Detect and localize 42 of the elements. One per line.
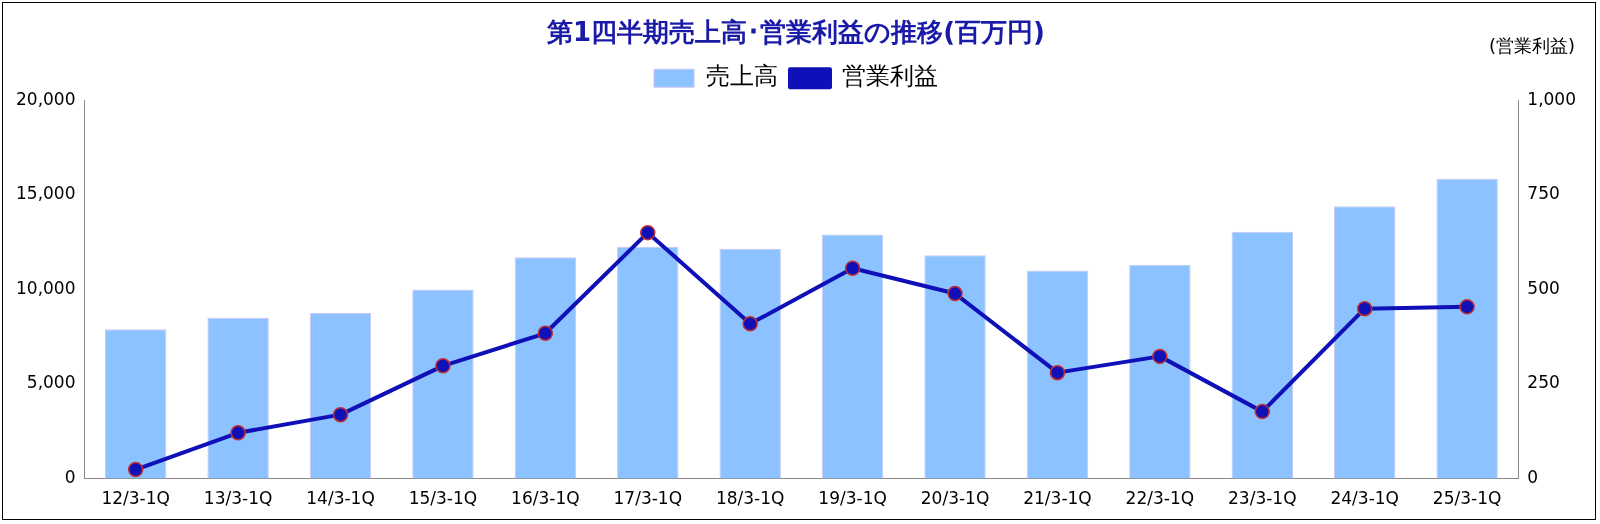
y-tick-label: 10,000: [16, 277, 76, 298]
x-tick-label: 22/3-1Q: [1125, 488, 1195, 509]
point: [1254, 403, 1271, 420]
chart-title: 第1四半期売上高･営業利益の推移(百万円): [546, 17, 1045, 48]
x-tick-label: 14/3-1Q: [306, 488, 375, 509]
point: [742, 316, 758, 332]
y2-tick-label: 500: [1527, 277, 1560, 298]
point: [435, 358, 451, 374]
point: [1152, 348, 1168, 365]
legend-label: 営業利益: [842, 62, 938, 91]
point: [332, 406, 349, 423]
y-tick-label: 5,000: [26, 372, 76, 393]
x-tick-label: 19/3-1Q: [818, 488, 887, 509]
x-tick-label: 17/3-1Q: [613, 488, 683, 509]
point: [230, 425, 246, 441]
y2-axis-title: (営業利益): [1488, 34, 1575, 56]
x-tick-label: 20/3-1Q: [920, 488, 990, 509]
point: [1049, 364, 1066, 381]
point: [537, 325, 554, 342]
point: [127, 461, 144, 478]
y2-tick-label: 0: [1527, 467, 1539, 488]
x-tick-label: 25/3-1Q: [1432, 488, 1502, 509]
point: [1459, 299, 1475, 315]
legend-label: 売上高: [706, 62, 778, 91]
x-tick-label: 12/3-1Q: [101, 488, 170, 509]
x-tick-label: 16/3-1Q: [511, 488, 580, 509]
y-tick-label: 0: [64, 467, 76, 488]
x-tick-label: 13/3-1Q: [203, 488, 273, 509]
y2-tick-label: 750: [1527, 183, 1560, 204]
y2-tick-label: 1,000: [1527, 88, 1576, 109]
point: [844, 260, 861, 276]
x-tick-label: 18/3-1Q: [715, 488, 785, 509]
y-tick-label: 20,000: [16, 88, 76, 109]
x-tick-label: 24/3-1Q: [1330, 488, 1399, 509]
x-tick-label: 15/3-1Q: [408, 488, 478, 509]
y-tick-label: 15,000: [16, 183, 76, 204]
x-tick-label: 21/3-1Q: [1023, 488, 1092, 509]
x-tick-label: 23/3-1Q: [1228, 488, 1297, 509]
point: [1356, 300, 1373, 317]
y2-tick-label: 250: [1527, 372, 1560, 393]
point: [640, 224, 656, 241]
point: [947, 285, 963, 302]
